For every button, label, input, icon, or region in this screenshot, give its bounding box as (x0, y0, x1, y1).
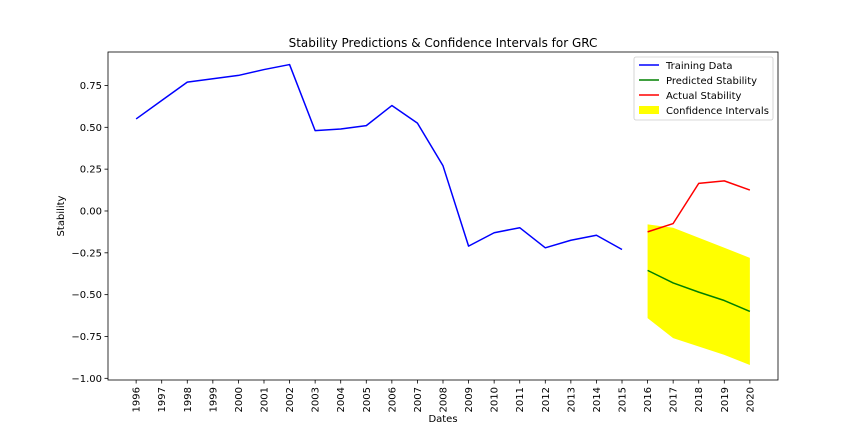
series-line-2 (647, 180, 751, 233)
x-tick-label: 2017 (669, 387, 680, 412)
y-tick-label: −1.00 (71, 374, 102, 385)
x-tick-label: 2020 (745, 387, 756, 412)
x-tick-label: 2002 (285, 387, 296, 412)
x-tick-label: 2001 (259, 387, 270, 412)
x-tick-label: 2015 (618, 387, 629, 412)
y-axis-label: Stability (56, 195, 67, 236)
confidence-band (647, 224, 750, 365)
x-tick-label: 2009 (464, 387, 475, 412)
x-tick-label: 2010 (490, 387, 501, 412)
y-tick-label: −0.25 (71, 248, 102, 259)
y-tick-label: −0.75 (71, 332, 102, 343)
plot-area (135, 63, 751, 365)
legend-label-actual: Actual Stability (666, 91, 742, 102)
y-tick-label: −0.50 (71, 290, 102, 301)
legend: Training Data Predicted Stability Actual… (633, 56, 774, 121)
y-tick-label: 0.25 (80, 165, 102, 176)
legend-swatch-confidence (639, 106, 659, 114)
chart-title: Stability Predictions & Confidence Inter… (289, 36, 598, 50)
y-axis: 0.75 0.50 0.25 0.00 −0.25 −0.50 −0.75 −1.00 (71, 81, 108, 385)
x-tick-label: 1998 (183, 387, 194, 412)
x-axis: 1996 1997 1998 1999 2000 2001 2002 2003 2004 2005… (132, 380, 756, 412)
x-tick-label: 2011 (515, 387, 526, 412)
x-tick-label: 2013 (566, 387, 577, 412)
series-line-0 (135, 63, 623, 251)
x-tick-label: 2008 (439, 387, 450, 412)
x-tick-label: 2000 (234, 387, 245, 412)
x-tick-label: 2004 (336, 387, 347, 412)
x-tick-label: 2018 (694, 387, 705, 412)
x-tick-label: 2016 (643, 387, 654, 412)
x-tick-label: 2014 (592, 387, 603, 412)
legend-label-confidence: Confidence Intervals (666, 106, 769, 117)
legend-label-training: Training Data (665, 61, 733, 72)
x-tick-label: 1996 (132, 387, 143, 412)
legend-label-predicted: Predicted Stability (666, 76, 757, 87)
x-tick-label: 2003 (311, 387, 322, 412)
x-axis-label: Dates (428, 414, 457, 425)
x-tick-label: 2007 (413, 387, 424, 412)
x-tick-label: 1999 (208, 387, 219, 412)
series-line-1 (647, 269, 751, 313)
y-tick-label: 0.50 (80, 123, 102, 134)
x-tick-label: 2005 (362, 387, 373, 412)
x-tick-label: 2006 (387, 387, 398, 412)
x-tick-label: 1997 (157, 387, 168, 412)
x-tick-label: 2019 (720, 387, 731, 412)
x-tick-label: 2012 (541, 387, 552, 412)
legend-frame (633, 56, 774, 121)
y-tick-label: 0.00 (80, 206, 102, 217)
y-tick-label: 0.75 (80, 81, 102, 92)
